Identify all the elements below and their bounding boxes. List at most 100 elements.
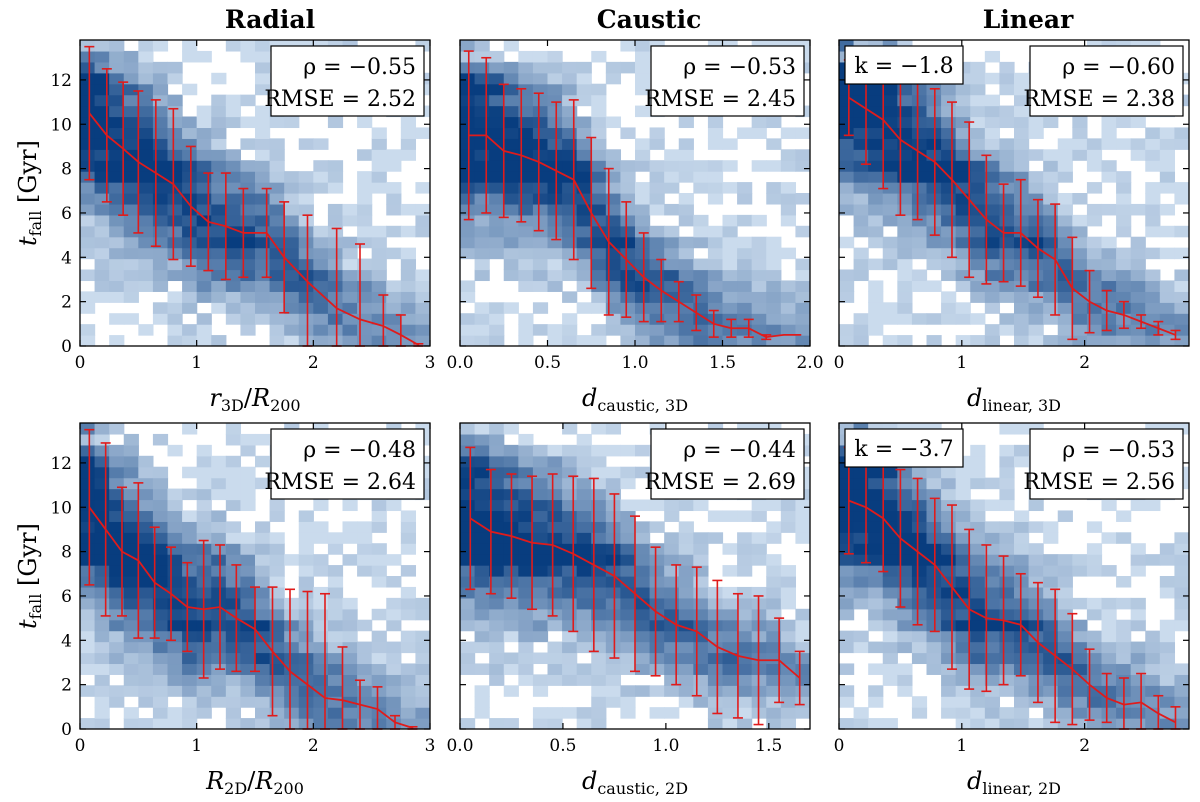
hist-cell [182,236,198,249]
hist-cell [474,641,490,654]
hist-cell [591,663,607,675]
hist-cell [1174,247,1189,260]
hist-cell [503,193,519,205]
hist-cell [737,280,753,292]
hist-cell [109,510,125,522]
hist-cell [1174,324,1189,336]
hist-cell [225,247,242,260]
hist-cell [94,630,110,643]
hist-cell [1145,641,1161,654]
hist-cell [460,291,476,303]
hist-cell [664,543,680,555]
hist-cell [868,280,884,292]
hist-cell [605,543,622,555]
hist-cell [196,313,212,325]
hist-cell [284,302,300,314]
hist-cell [591,608,607,621]
hist-cell [737,608,753,621]
hist-cell [722,236,738,249]
hist-cell [518,663,534,675]
hist-cell [955,138,971,150]
hist-cell [255,247,271,260]
hist-cell [839,203,855,216]
hist-cell [255,619,271,632]
hist-cell [532,586,549,599]
hist-cell [225,313,242,325]
hist-cell [167,619,183,632]
hist-cell [489,488,505,501]
hist-cell [1174,335,1189,346]
hist-cell [562,576,578,588]
hist-cell [123,619,139,632]
hist-cell [999,269,1015,282]
hist-cell [138,685,154,697]
hist-cell [123,499,139,512]
hist-cell [1116,630,1132,643]
hist-cell [955,718,971,729]
hist-cell [240,291,256,303]
hist-cell [240,444,256,457]
hist-cell [984,630,1001,643]
hist-cell [460,488,476,501]
hist-cell [123,50,139,63]
hist-cell [751,499,767,512]
hist-cell [532,324,549,336]
hist-cell [284,247,300,260]
hist-cell [400,291,417,303]
hist-cell [255,149,271,161]
hist-cell [897,313,913,325]
hist-cell [138,280,154,292]
hist-cell [1101,203,1117,216]
hist-cell [780,707,797,719]
hist-cell [255,608,271,621]
x-tick-label: 1.0 [621,353,648,373]
hist-cell [1028,663,1044,675]
hist-cell [678,576,694,588]
hist-cell [196,138,212,150]
hist-cell [1028,203,1044,216]
hist-cell [138,466,154,479]
hist-cell [225,149,242,161]
hist-cell [269,652,285,665]
hist-cell [211,291,227,303]
hist-cell [225,94,242,107]
hist-cell [489,149,505,161]
hist-cell [182,193,198,205]
hist-cell [562,127,578,139]
hist-cell [591,116,607,129]
hist-cell [620,696,636,708]
hist-cell [518,674,534,686]
hist-cell [839,477,855,490]
hist-cell [941,182,957,194]
hist-cell [911,182,928,194]
hist-cell [474,685,490,697]
hist-cell [1159,313,1176,325]
hist-cell [152,718,169,729]
hist-cell [1043,335,1059,346]
hist-cell [240,258,256,271]
hist-cell [649,597,665,610]
hist-cell [489,466,505,479]
hist-cell [138,225,154,238]
hist-cell [342,663,358,675]
hist-cell [1116,280,1132,292]
hist-cell [926,466,942,479]
hist-cell [182,597,198,610]
hist-cell [1028,214,1044,227]
hist-cell [780,182,797,194]
hist-cell [649,576,665,588]
hist-cell [649,302,665,314]
hist-cell [152,499,169,512]
hist-cell [196,149,212,161]
hist-cell [547,61,563,74]
hist-cell [795,499,810,512]
hist-cell [138,543,154,555]
hist-cell [94,685,110,697]
hist-cell [489,455,505,468]
hist-cell [605,696,622,708]
hist-cell [591,499,607,512]
hist-cell [460,40,476,52]
hist-cell [897,269,913,282]
hist-cell [897,685,913,697]
hist-cell [342,203,358,216]
